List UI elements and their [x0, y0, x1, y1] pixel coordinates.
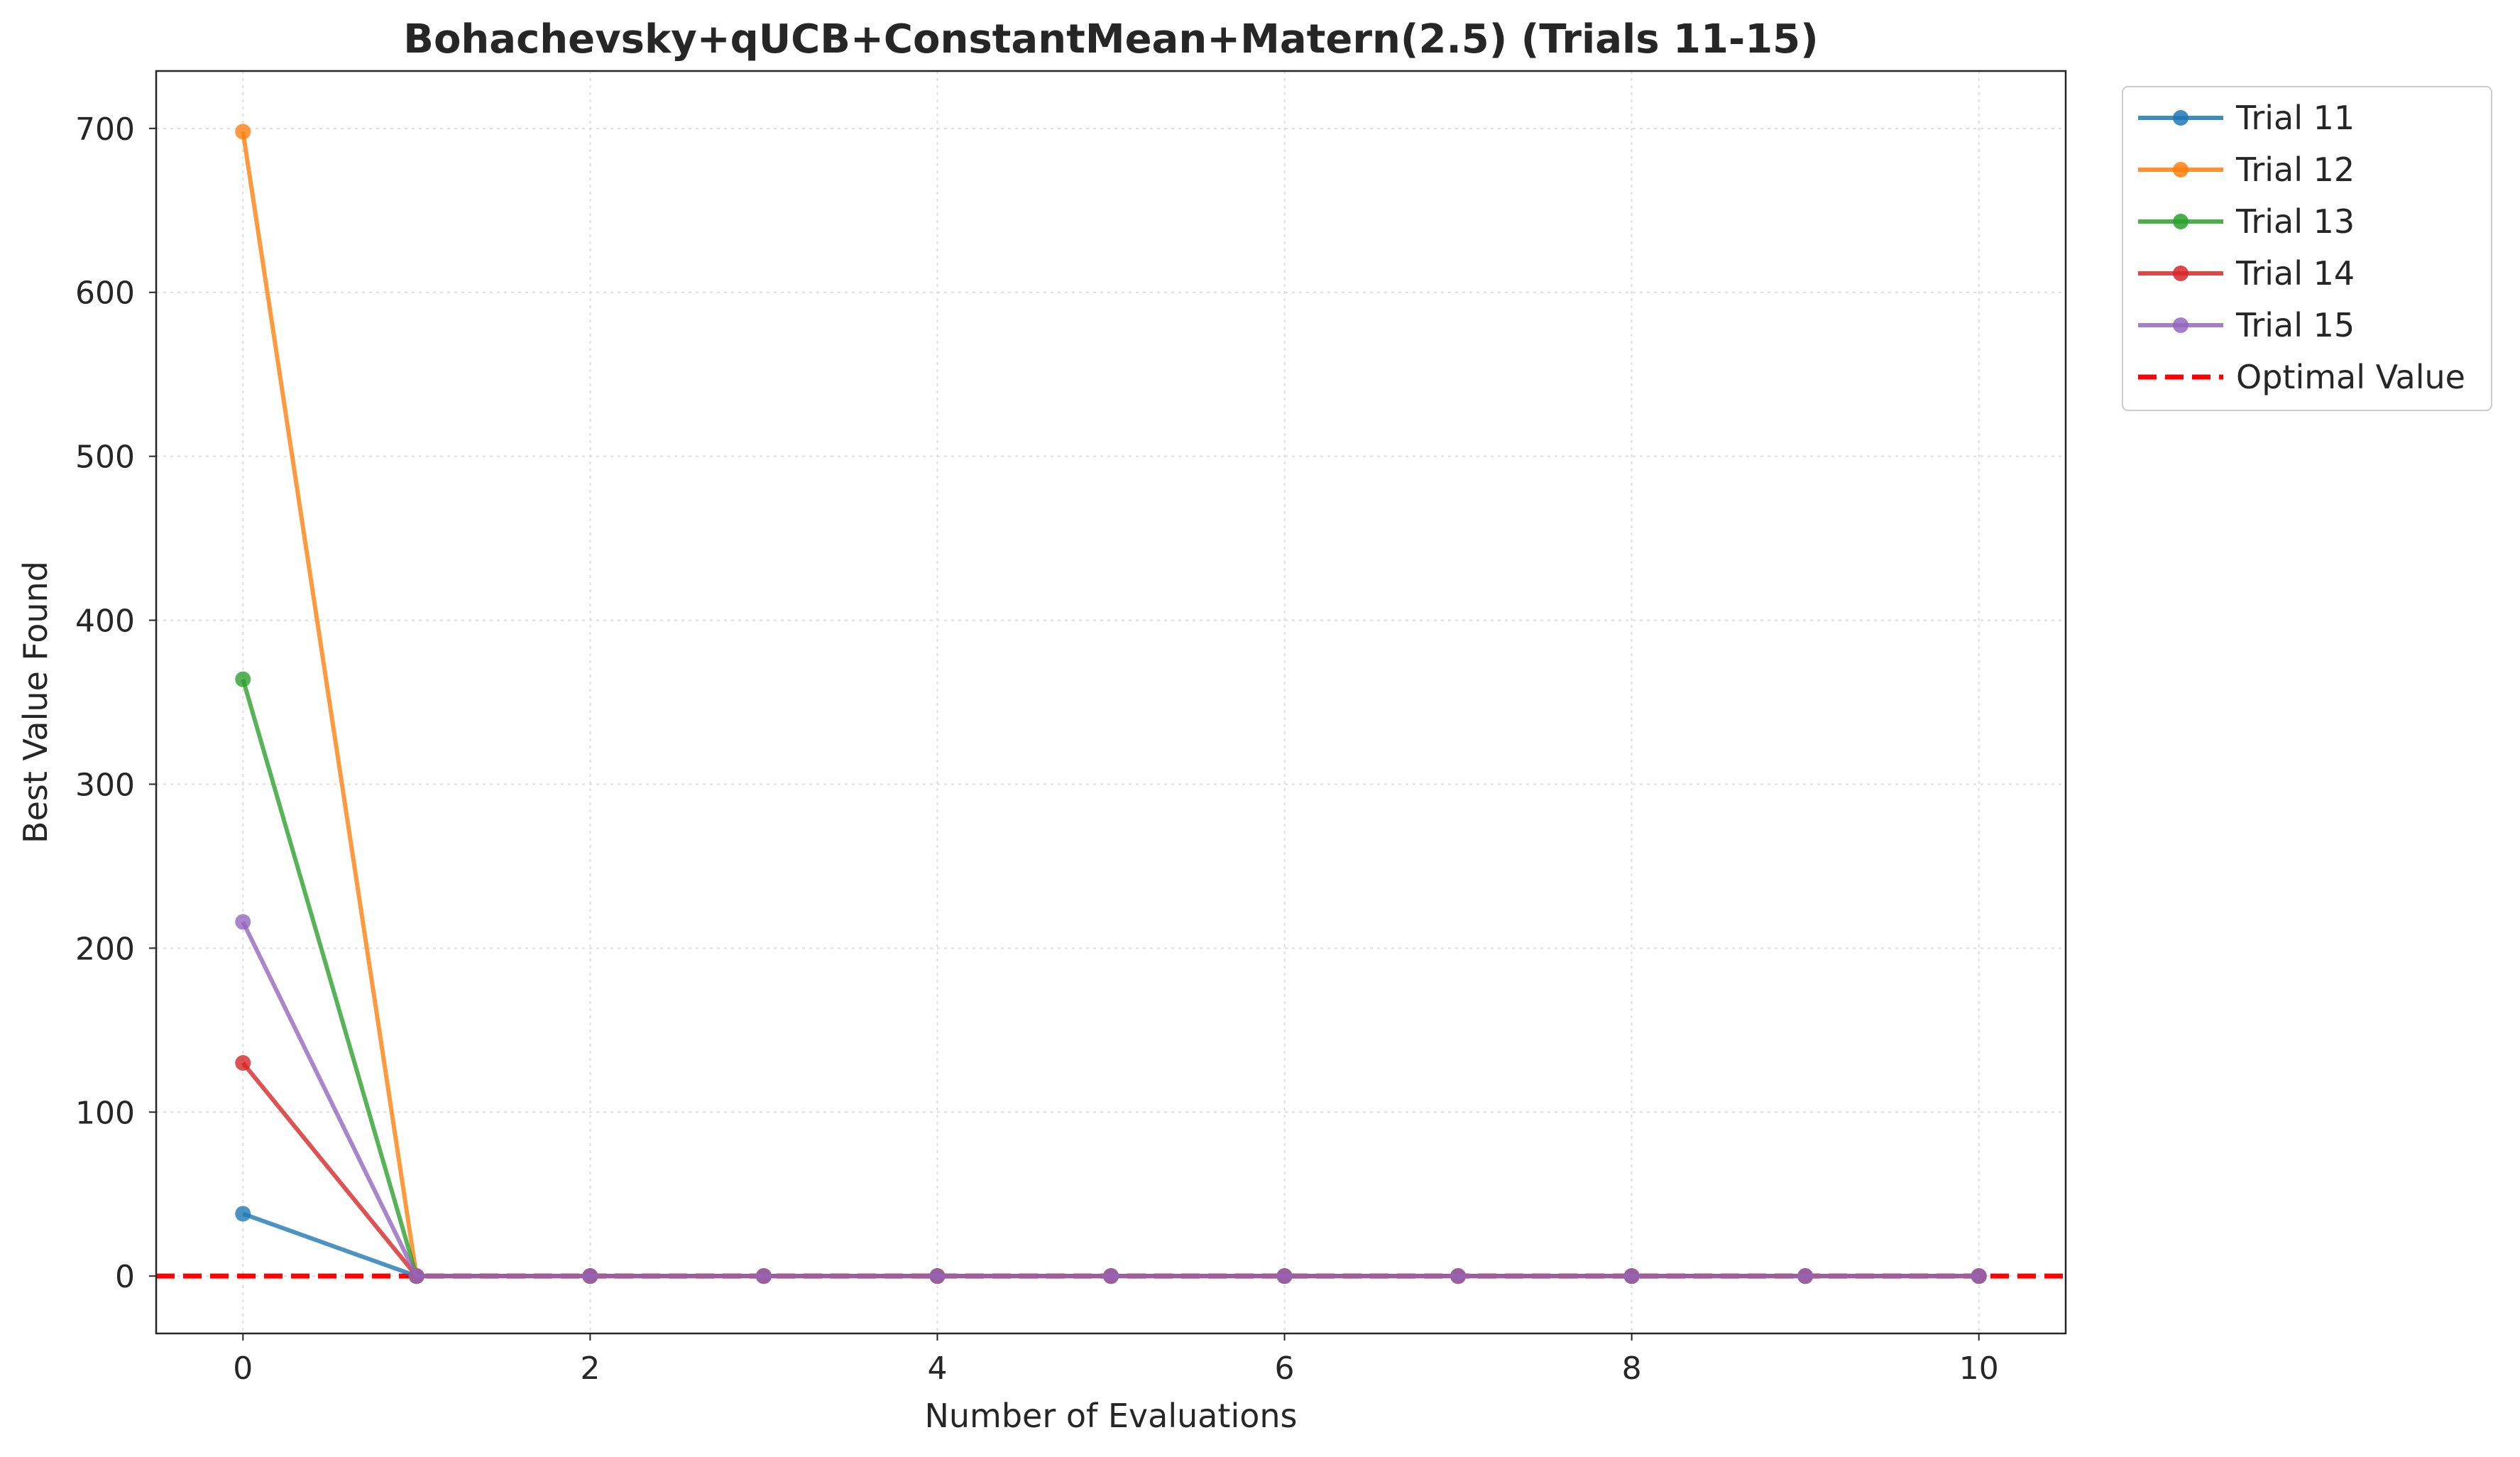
data-point [235, 1055, 251, 1071]
legend-label: Trial 13 [2235, 202, 2355, 241]
data-point [235, 124, 251, 140]
data-point [1276, 1268, 1293, 1284]
data-point [1450, 1268, 1467, 1284]
legend-item: Trial 11 [2138, 99, 2355, 137]
plot-frame [155, 70, 2067, 1335]
x-tick-label: 2 [580, 1350, 600, 1387]
legend-label: Trial 14 [2235, 254, 2355, 293]
x-tick-label: 8 [1622, 1350, 1642, 1387]
data-point [235, 671, 251, 687]
y-tick-label: 300 [75, 767, 135, 803]
y-tick-label: 700 [75, 111, 135, 148]
data-point [235, 914, 251, 930]
legend-item: Trial 13 [2138, 202, 2355, 241]
data-point [755, 1268, 772, 1284]
chart-title: Bohachevsky+qUCB+ConstantMean+Matern(2.5… [403, 16, 1818, 62]
data-point [582, 1268, 598, 1284]
data-point [1623, 1268, 1640, 1284]
legend-marker [2173, 266, 2188, 281]
legend-label: Trial 12 [2235, 151, 2355, 189]
legend-marker [2173, 214, 2188, 229]
legend-label: Trial 15 [2235, 306, 2355, 344]
x-tick-label: 10 [1959, 1350, 1999, 1387]
legend-item: Trial 15 [2138, 306, 2355, 344]
legend-marker [2173, 110, 2188, 126]
legend-label: Optimal Value [2236, 358, 2465, 396]
y-tick-label: 500 [75, 440, 135, 476]
legend-marker [2173, 162, 2188, 178]
y-tick-label: 600 [75, 275, 135, 312]
x-tick-label: 4 [927, 1350, 947, 1387]
x-axis-label: Number of Evaluations [924, 1397, 1297, 1435]
legend-item: Trial 12 [2138, 151, 2355, 189]
legend-label: Trial 11 [2235, 99, 2355, 137]
data-point [1103, 1268, 1119, 1284]
y-tick-label: 0 [115, 1259, 135, 1295]
legend-marker [2173, 317, 2188, 333]
y-axis-label: Best Value Found [16, 561, 55, 844]
data-point [929, 1268, 946, 1284]
series-5 [235, 914, 1987, 1284]
y-tick-label: 200 [75, 931, 135, 967]
data-point [235, 1206, 251, 1222]
y-tick-label: 400 [75, 604, 135, 640]
legend-item: Optimal Value [2138, 358, 2465, 396]
data-point [1971, 1268, 1987, 1284]
y-tick-label: 100 [75, 1095, 135, 1131]
legend-item: Trial 14 [2138, 254, 2355, 293]
series-layer [235, 124, 1987, 1284]
legend: Trial 11 Trial 12 Trial 13 Trial 14 Trial 15… [2122, 86, 2492, 411]
x-tick-label: 0 [233, 1350, 253, 1387]
data-point [408, 1268, 424, 1284]
data-point [1797, 1268, 1814, 1284]
x-tick-label: 6 [1275, 1350, 1295, 1387]
